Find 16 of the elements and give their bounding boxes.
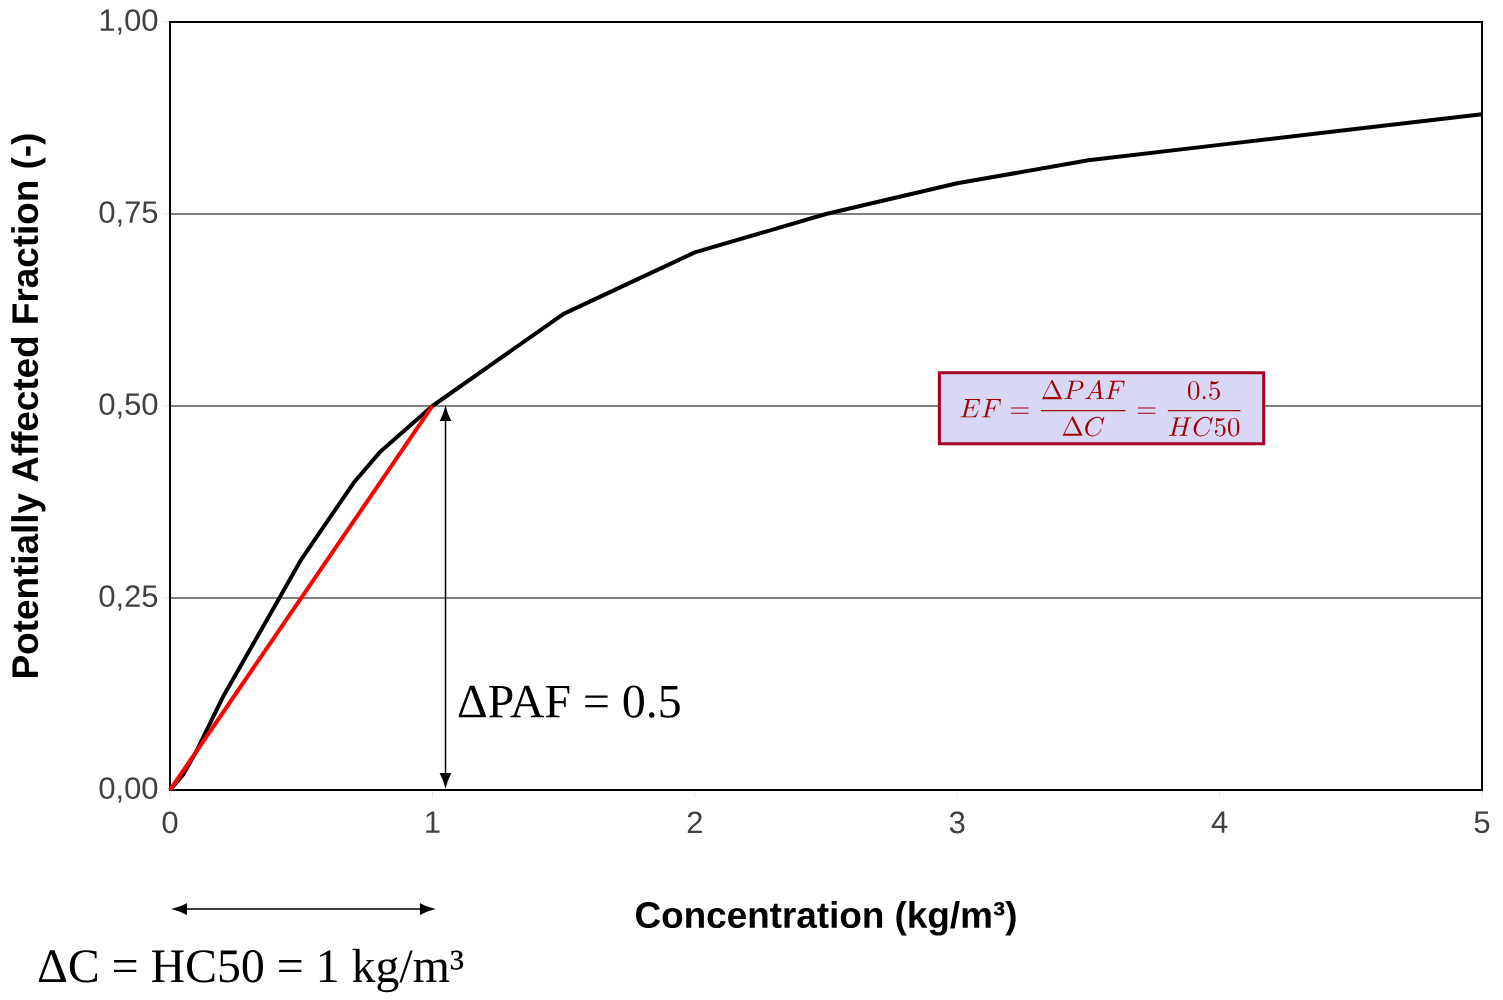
x-tick-label: 0 [162,811,178,834]
x-tick-label: 3 [949,811,965,834]
annotation: ΔPAF = 0.5 [458,685,680,718]
y-axis-title: Potentially Affected Fraction (-) [11,134,46,677]
y-tick-label: 0,00 [99,777,158,803]
y-tick-label: 0,25 [99,585,158,611]
x-axis-title: Concentration (kg/m³) [636,901,1016,936]
x-tick-label: 1 [426,811,440,833]
x-tick-label: 2 [687,811,702,834]
x-tick-label: 4 [1211,811,1228,833]
text: ΔC = HC50 = 1 kg/m³ [38,948,464,993]
x-tick-label: 5 [1474,811,1490,834]
y-tick-label: 0,75 [99,201,158,227]
annotation: $EF = \frac{\Delta PAF}{\Delta C} = \frac{0.5}{HC50}$ [960,379,1241,437]
y-tick-label: 1,00 [100,9,158,35]
y-tick-label: 0,50 [99,393,158,419]
